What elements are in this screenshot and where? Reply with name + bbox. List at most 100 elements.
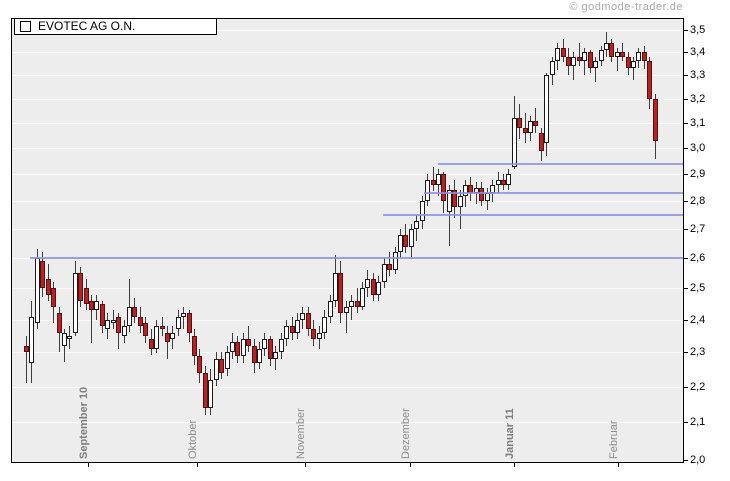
y-tick-label: 2,2: [690, 381, 706, 393]
candle-bullish: [376, 282, 381, 295]
month-label: Januar 11: [504, 408, 516, 459]
candle-bearish: [501, 180, 506, 185]
candle-bearish: [403, 235, 408, 247]
candle-bearish: [566, 57, 571, 66]
y-tick: [683, 460, 688, 461]
y-tick: [683, 148, 688, 149]
candle-wick: [167, 326, 168, 359]
candle-bullish: [571, 57, 576, 66]
candle-bullish: [631, 61, 636, 68]
candle-bearish: [57, 313, 62, 333]
candle-bearish: [517, 118, 522, 128]
y-tick: [683, 258, 688, 259]
candle-wick: [584, 48, 585, 75]
candle-bearish: [620, 52, 625, 57]
y-tick: [683, 201, 688, 202]
candle-bullish: [176, 317, 181, 329]
gridline: [12, 148, 683, 149]
support-resistance-line: [424, 192, 683, 194]
gridline: [12, 75, 683, 76]
candle-bullish: [382, 264, 387, 282]
candle-bullish: [550, 61, 555, 75]
candle-bullish: [208, 380, 213, 408]
candle-wick: [535, 108, 536, 133]
candle-bullish: [181, 313, 186, 317]
candle-bearish: [24, 346, 29, 352]
candle-bullish: [458, 196, 463, 207]
candle-bearish: [523, 128, 528, 133]
candle-bearish: [46, 279, 51, 295]
y-tick: [683, 288, 688, 289]
candle-bearish: [561, 48, 566, 57]
y-tick: [683, 320, 688, 321]
month-label: September 10: [78, 386, 90, 459]
candle-bearish: [100, 304, 105, 326]
gridline: [12, 320, 683, 321]
gridline: [12, 387, 683, 388]
gridline: [12, 229, 683, 230]
support-resistance-line: [438, 163, 683, 165]
candle-bullish: [544, 75, 549, 143]
y-tick-label: 2,4: [690, 314, 706, 326]
candle-bullish: [300, 313, 305, 320]
month-tick: [514, 462, 515, 467]
y-tick-label: 3,1: [690, 117, 706, 129]
candle-bullish: [94, 301, 99, 310]
y-tick-label: 2,0: [690, 454, 706, 466]
candle-bullish: [496, 180, 501, 185]
candle-bullish: [349, 301, 354, 307]
candle-bullish: [214, 359, 219, 380]
y-tick-label: 2,3: [690, 346, 706, 358]
instrument-title: EVOTEC AG O.N.: [38, 19, 136, 33]
y-tick: [683, 52, 688, 53]
y-tick: [683, 30, 688, 31]
candle-bearish: [89, 301, 94, 310]
y-tick: [683, 174, 688, 175]
candle-bearish: [116, 317, 121, 333]
candle-bullish: [29, 317, 34, 363]
candle-bullish: [62, 333, 67, 346]
candle-bearish: [203, 373, 208, 408]
candle-bullish: [528, 121, 533, 133]
price-chart[interactable]: September 10 Oktober November Dezember Janua…: [11, 18, 684, 463]
gridline: [12, 123, 683, 124]
y-tick-label: 2,9: [690, 168, 706, 180]
y-tick-label: 3,4: [690, 46, 706, 58]
y-tick: [683, 422, 688, 423]
y-tick-label: 3,3: [690, 69, 706, 81]
candle-bullish: [485, 193, 490, 201]
candle-bearish: [268, 339, 273, 359]
candle-bearish: [40, 261, 45, 288]
month-label: Oktober: [187, 419, 199, 459]
candle-bullish: [73, 273, 78, 333]
candle-bearish: [647, 61, 652, 99]
candle-bearish: [479, 188, 484, 201]
gridline: [12, 201, 683, 202]
candle-bearish: [197, 356, 202, 373]
candle-wick: [129, 279, 130, 332]
candle-bullish: [111, 320, 116, 323]
support-resistance-line: [383, 214, 683, 216]
gridline: [12, 174, 683, 175]
y-tick: [683, 352, 688, 353]
month-tick: [197, 462, 198, 467]
candle-bullish: [398, 235, 403, 252]
candle-bullish: [409, 229, 414, 247]
candle-wick: [595, 57, 596, 82]
candle-bullish: [273, 352, 278, 359]
candle-bearish: [246, 339, 251, 346]
candle-bullish: [636, 52, 641, 61]
candle-wick: [91, 295, 92, 343]
candle-bearish: [290, 326, 295, 333]
candle-bearish: [533, 121, 538, 126]
candle-bullish: [599, 50, 604, 61]
candle-bearish: [387, 264, 392, 270]
checkbox-icon[interactable]: [20, 21, 31, 32]
candle-bullish: [262, 339, 267, 349]
candle-bearish: [84, 288, 89, 304]
candle-bearish: [431, 180, 436, 185]
candle-bearish: [371, 279, 376, 295]
candle-bearish: [609, 43, 614, 57]
y-tick-label: 3,5: [690, 24, 706, 36]
candle-bearish: [192, 336, 197, 356]
